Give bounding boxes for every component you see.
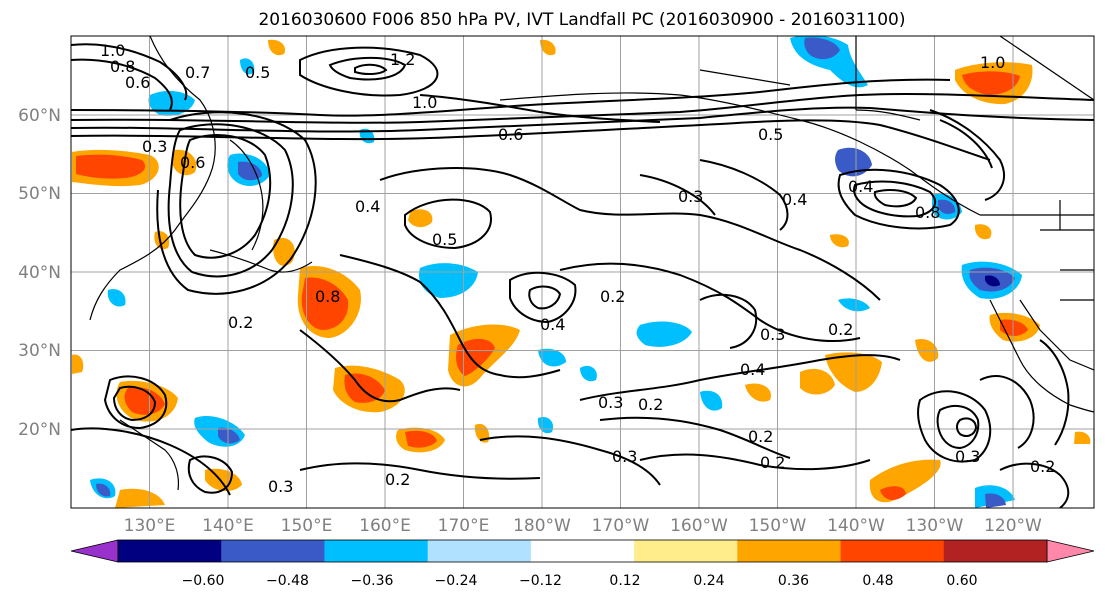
contour-label: 0.2 <box>385 470 410 489</box>
contour-label: 0.3 <box>760 325 785 344</box>
contour-label-group: 1.0 0.8 0.6 0.7 0.5 0.3 0.2 0.4 1.2 1.0 … <box>100 41 1055 496</box>
colorbar-segment <box>221 540 325 562</box>
colorbar: −0.60 −0.48 −0.36 −0.24 −0.12 0.12 0.24 … <box>70 539 1095 589</box>
contour-label: 0.4 <box>740 360 765 379</box>
colorbar-segment <box>737 540 842 562</box>
latitude-labels: 60°N 50°N 40°N 30°N 20°N <box>18 106 61 440</box>
contour-label: 0.3 <box>142 137 167 156</box>
colorbar-left-arrow <box>70 539 119 563</box>
contour-label: 0.8 <box>315 287 340 306</box>
contour-label: 0.4 <box>540 315 565 334</box>
contour-label: 0.3 <box>612 447 637 466</box>
lon-label: 140°W <box>827 516 885 536</box>
contour-label: 1.0 <box>100 41 125 60</box>
contour-label: 0.2 <box>228 313 253 332</box>
contour-label: 0.7 <box>185 63 210 82</box>
contour-label: 1.0 <box>412 93 437 112</box>
contour-label: 0.4 <box>782 190 807 209</box>
lon-label: 160°E <box>359 516 411 536</box>
contour-label: 0.3 <box>955 447 980 466</box>
lat-label: 20°N <box>18 420 61 440</box>
lon-label: 150°E <box>281 516 333 536</box>
contour-label: 0.3 <box>268 477 293 496</box>
lon-label: 130°W <box>906 516 964 536</box>
contour-label: 0.5 <box>432 230 457 249</box>
colorbar-tick: 0.48 <box>862 573 893 589</box>
contour-label: 1.2 <box>390 50 415 69</box>
colorbar-tick: 0.36 <box>778 573 809 589</box>
colorbar-tick: −0.12 <box>519 573 562 589</box>
contour-label: 0.2 <box>828 320 853 339</box>
lat-label: 50°N <box>18 184 61 204</box>
map-title: 2016030600 F006 850 hPa PV, IVT Landfall… <box>258 10 905 30</box>
colorbar-segment <box>840 540 945 562</box>
contour-label: 1.0 <box>980 53 1005 72</box>
lon-label: 160°W <box>670 516 728 536</box>
contour-label: 0.5 <box>758 125 783 144</box>
colorbar-tick-labels: −0.60 −0.48 −0.36 −0.24 −0.12 0.12 0.24 … <box>182 573 978 589</box>
contour-label: 0.6 <box>125 73 150 92</box>
colorbar-tick: −0.48 <box>266 573 309 589</box>
colorbar-tick: −0.60 <box>182 573 225 589</box>
contour-label: 0.8 <box>110 57 135 76</box>
lon-label: 170°E <box>438 516 490 536</box>
lon-label: 120°W <box>984 516 1042 536</box>
lon-label: 130°E <box>124 516 176 536</box>
contour-lines <box>71 43 1094 508</box>
lon-label: 180°W <box>513 516 571 536</box>
colorbar-segment <box>943 540 1048 562</box>
longitude-labels: 130°E 140°E 150°E 160°E 170°E 180°W 170°… <box>124 516 1042 536</box>
colorbar-segments <box>118 540 1048 562</box>
map-area: 1.0 0.8 0.6 0.7 0.5 0.3 0.2 0.4 1.2 1.0 … <box>71 36 1094 508</box>
contour-label: 0.4 <box>848 177 873 196</box>
colorbar-tick: 0.12 <box>609 573 640 589</box>
lat-label: 60°N <box>18 106 61 126</box>
lon-label: 140°E <box>202 516 254 536</box>
contour-label: 0.2 <box>748 427 773 446</box>
colorbar-segment <box>427 540 532 562</box>
colorbar-outline <box>117 539 1048 563</box>
contour-label: 0.6 <box>180 153 205 172</box>
colorbar-tick: −0.36 <box>351 573 394 589</box>
contour-label: 0.3 <box>678 187 703 206</box>
colorbar-tick: 0.60 <box>946 573 977 589</box>
lon-label: 150°W <box>749 516 807 536</box>
colorbar-right-arrow <box>1046 539 1095 563</box>
contour-label: 0.8 <box>915 203 940 222</box>
contour-label: 0.2 <box>1030 457 1055 476</box>
colorbar-tick: 0.24 <box>693 573 724 589</box>
negative-anomaly-shading <box>90 36 1022 508</box>
contour-label: 0.4 <box>355 197 380 216</box>
colorbar-segment <box>118 540 222 562</box>
colorbar-tick: −0.24 <box>435 573 478 589</box>
colorbar-segment <box>634 540 738 562</box>
contour-label: 0.6 <box>498 125 523 144</box>
lat-label: 40°N <box>18 263 61 283</box>
colorbar-segment <box>324 540 429 562</box>
coastlines <box>89 36 1094 491</box>
map-frame <box>70 35 1095 509</box>
lon-label: 170°W <box>592 516 650 536</box>
contour-label: 0.2 <box>638 395 663 414</box>
contour-label: 0.2 <box>600 287 625 306</box>
contour-label: 0.5 <box>245 63 270 82</box>
contour-label: 0.3 <box>598 393 623 412</box>
contour-label: 0.2 <box>760 453 785 472</box>
colorbar-segment <box>530 540 635 562</box>
lat-label: 30°N <box>18 341 61 361</box>
